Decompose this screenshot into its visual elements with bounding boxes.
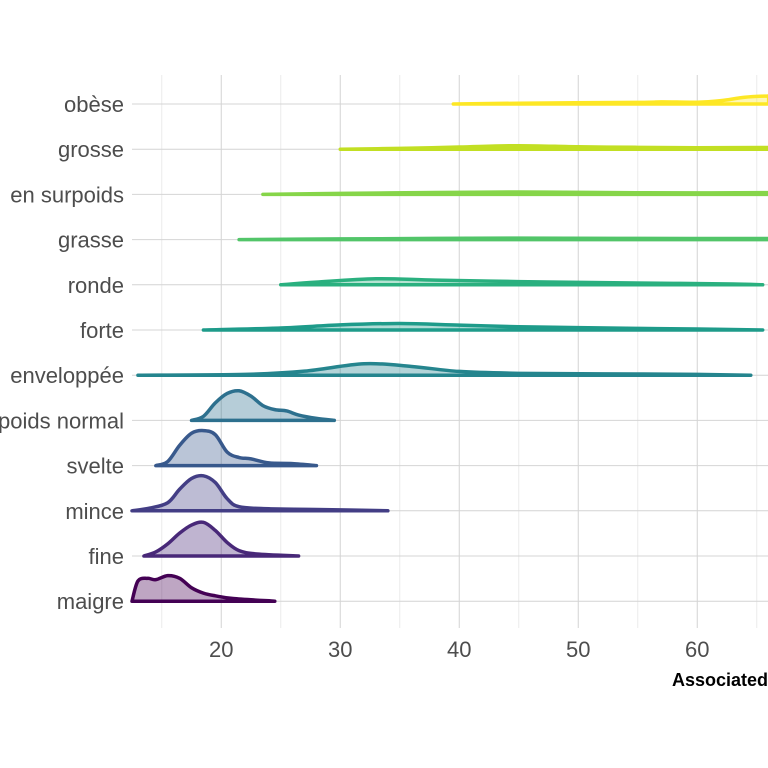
ridge-outline-grasse: [237, 236, 768, 242]
ridge-fill-mince: [132, 475, 388, 511]
ridge-outline-en-surpoids: [261, 190, 768, 197]
ridge-outline-obèse: [451, 94, 768, 106]
category-label: fine: [89, 544, 124, 569]
x-tick-label: 50: [566, 637, 590, 662]
category-label: grosse: [58, 137, 124, 162]
x-tick-label: 60: [685, 637, 709, 662]
category-labels: obèse grosse en surpoids grasse ronde forte en…: [0, 92, 124, 614]
ridge-outline-maigre: [130, 573, 277, 603]
category-label: en surpoids: [10, 182, 124, 207]
category-label: forte: [80, 318, 124, 343]
ridge-outline-forte: [201, 321, 765, 332]
x-tick-labels: 20 30 40 50 60: [209, 637, 709, 662]
category-label: poids normal: [0, 408, 124, 433]
x-tick-label: 30: [328, 637, 352, 662]
category-label: maigre: [57, 589, 124, 614]
category-label: obèse: [64, 92, 124, 117]
x-axis-title: Associated: [672, 670, 768, 690]
ridge-outline-enveloppée: [136, 361, 753, 377]
x-tick-label: 20: [209, 637, 233, 662]
ridge-fill-svelte: [155, 430, 317, 466]
category-label: grasse: [58, 228, 124, 253]
x-tick-label: 40: [447, 637, 471, 662]
ridge-outline-fine: [142, 520, 301, 558]
ridges: [130, 94, 768, 603]
ridge-fill-poids-normal: [191, 390, 335, 421]
ridge-outline-mince: [130, 473, 390, 513]
ridge-outline-svelte: [154, 428, 319, 468]
category-label: ronde: [68, 273, 124, 298]
ridge-outline-ronde: [279, 276, 765, 287]
ridge-fill-maigre: [132, 575, 275, 602]
ridge-outline-poids-normal: [189, 388, 337, 423]
category-label: enveloppée: [10, 363, 124, 388]
category-label: svelte: [67, 454, 124, 479]
category-label: mince: [65, 499, 124, 524]
ridge-outline-grosse: [338, 143, 768, 151]
